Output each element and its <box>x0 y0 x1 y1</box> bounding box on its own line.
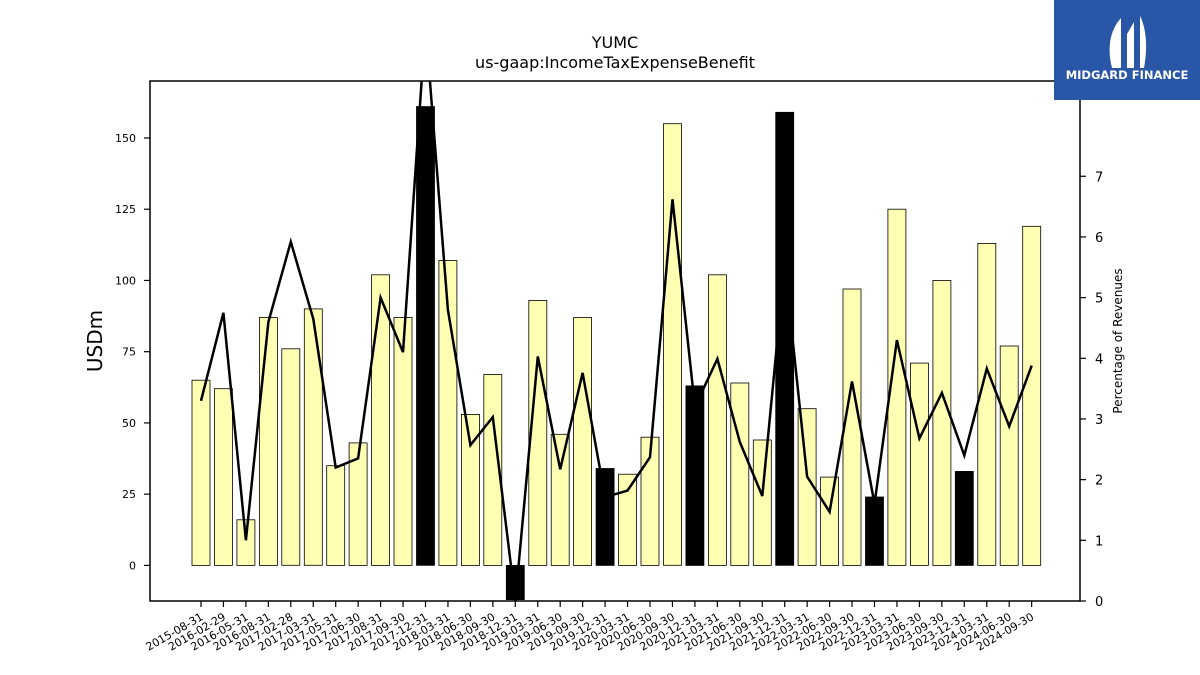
bar <box>1022 225 1042 566</box>
chart-subtitle: us-gaap:IncomeTaxExpenseBenefit <box>475 53 755 72</box>
y-tick-label: 0 <box>129 559 136 572</box>
bar <box>910 362 929 566</box>
bar <box>887 208 907 566</box>
bar <box>663 123 682 566</box>
x-axis: 2015-08-312016-02-292016-05-312016-08-31… <box>144 601 1036 654</box>
y2-tick-label: 1 <box>1095 534 1103 549</box>
bar <box>685 385 705 566</box>
logo-mark-icon <box>1109 16 1147 68</box>
y2-tick-label: 4 <box>1095 352 1103 367</box>
bar-series <box>191 106 1042 601</box>
y2-tick-label: 5 <box>1095 292 1103 307</box>
bar <box>393 317 413 566</box>
bar <box>573 317 592 566</box>
logo-text: MIDGARD FINANCE <box>1065 68 1189 82</box>
y2-axis-label: Percentage of Revenues <box>1111 268 1125 413</box>
bar <box>730 382 750 566</box>
plot-frame <box>149 80 1081 602</box>
bar <box>999 345 1019 566</box>
left-axis: 0 25 50 75 100 125 150 <box>115 132 150 572</box>
y2-tick-label: 6 <box>1095 231 1103 246</box>
y2-tick-label: 2 <box>1095 474 1103 489</box>
bar <box>797 408 817 566</box>
bar <box>708 274 727 566</box>
right-axis: 0 1 2 3 4 5 6 7 <box>1080 170 1103 610</box>
y-tick-label: 25 <box>122 488 136 501</box>
bar <box>281 348 301 566</box>
bar <box>842 288 862 566</box>
y-axis-label: USDm <box>83 310 107 372</box>
y2-tick-label: 3 <box>1095 413 1103 428</box>
y2-tick-label: 0 <box>1095 595 1103 610</box>
bar <box>977 242 997 566</box>
y-tick-label: 75 <box>122 346 136 359</box>
bar <box>213 388 233 566</box>
bar <box>550 433 570 566</box>
bar <box>618 473 637 566</box>
bar <box>348 442 368 566</box>
bar <box>820 476 839 566</box>
bar <box>595 468 615 566</box>
bar <box>371 274 391 566</box>
bar <box>303 308 323 566</box>
chart-title: YUMC <box>591 33 638 52</box>
y-tick-label: 150 <box>115 132 136 145</box>
bar <box>640 436 660 566</box>
bar <box>752 439 772 566</box>
bar <box>236 519 256 566</box>
bar <box>258 317 278 566</box>
bar <box>191 379 211 566</box>
bar <box>932 280 952 566</box>
bar <box>326 465 346 566</box>
brand-logo: MIDGARD FINANCE <box>1054 0 1200 100</box>
bar <box>416 106 435 566</box>
y-tick-label: 125 <box>115 203 136 216</box>
y2-tick-label: 7 <box>1095 170 1103 185</box>
y-tick-label: 100 <box>115 274 136 287</box>
bar <box>528 299 548 566</box>
percentage-line <box>199 81 1033 601</box>
bar <box>865 496 884 566</box>
bar <box>954 470 974 566</box>
bar <box>460 413 480 566</box>
y-tick-label: 50 <box>122 417 136 430</box>
